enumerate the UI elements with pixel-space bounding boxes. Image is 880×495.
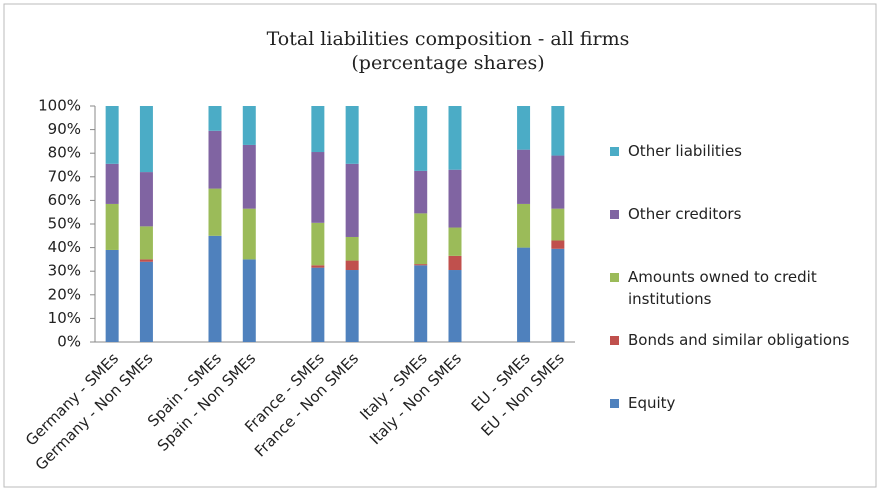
y-tick-label: 20% [48, 285, 81, 303]
bar-segment [105, 203, 119, 250]
bar-segment [551, 248, 565, 342]
bar-segment [242, 208, 256, 260]
legend-label: Equity [628, 394, 676, 412]
chart-title: Total liabilities composition - all firm… [267, 28, 630, 50]
bar-segment [448, 270, 462, 342]
bar-segment [139, 172, 153, 227]
bar-segment [345, 260, 359, 271]
legend-item: Equity [610, 392, 870, 455]
bar-segment [448, 227, 462, 256]
legend-swatch [610, 210, 619, 219]
legend-item: Amounts owned to credit institutions [610, 266, 870, 329]
y-tick-label: 50% [48, 215, 81, 233]
bar-segment [448, 255, 462, 271]
bar-segment [105, 106, 119, 164]
bar-segment [208, 106, 222, 131]
y-tick-label: 90% [48, 120, 81, 138]
legend-swatch [610, 336, 619, 345]
legend-item: Bonds and similar obligations [610, 329, 870, 392]
bar-segment [311, 222, 325, 266]
bar-segment [517, 203, 531, 248]
bar-segment [139, 106, 153, 173]
bar-segment [551, 240, 565, 249]
frame [3, 3, 877, 488]
bar-segment [414, 106, 428, 171]
bar-segment [517, 149, 531, 204]
bar-segment [311, 106, 325, 153]
bar-segment [345, 163, 359, 237]
legend-swatch [610, 147, 619, 156]
y-tick-label: 30% [48, 262, 81, 280]
y-tick-label: 60% [48, 191, 81, 209]
bar-segment [551, 106, 565, 156]
legend-swatch [610, 399, 619, 408]
bar-segment [345, 236, 359, 261]
bar-segment [551, 208, 565, 241]
bar-segment [105, 163, 119, 204]
legend-item: Other liabilities [610, 140, 870, 203]
bar-segment [448, 106, 462, 170]
legend-item: Other creditors [610, 203, 870, 266]
bar-segment [311, 152, 325, 223]
bar-segment [345, 270, 359, 342]
bar-segment [311, 267, 325, 342]
bar-segment [242, 144, 256, 209]
bar-segment [208, 235, 222, 342]
y-tick-label: 0% [57, 333, 81, 351]
legend-label: Other creditors [628, 205, 742, 223]
bar-segment [139, 226, 153, 260]
legend-swatch [610, 273, 619, 282]
y-tick-label: 80% [48, 144, 81, 162]
bar-segment [414, 213, 428, 265]
bar-segment [551, 155, 565, 209]
legend-label: Amounts owned to credit institutions [628, 268, 817, 308]
bar-segment [139, 261, 153, 342]
bar-segment [345, 106, 359, 164]
legend: Other liabilities Other creditors Amounts … [610, 140, 870, 455]
legend-label: Other liabilities [628, 142, 743, 160]
y-tick-label: 40% [48, 238, 81, 256]
legend-label: Bonds and similar obligations [628, 331, 850, 349]
bar-segment [517, 247, 531, 342]
bar-segment [414, 264, 428, 266]
bar-segment [311, 265, 325, 268]
bar-segment [242, 106, 256, 145]
bar-segment [414, 265, 428, 342]
bar-segment [105, 249, 119, 342]
bar-segment [208, 130, 222, 189]
y-tick-label: 100% [38, 97, 81, 115]
bar-segment [208, 188, 222, 236]
bar-segment [448, 169, 462, 228]
bar-segment [517, 106, 531, 150]
y-tick-label: 10% [48, 309, 81, 327]
bar-segment [414, 170, 428, 214]
bar-segment [242, 259, 256, 342]
bar-segment [139, 259, 153, 262]
y-tick-label: 70% [48, 167, 81, 185]
chart-subtitle: (percentage shares) [351, 52, 544, 74]
